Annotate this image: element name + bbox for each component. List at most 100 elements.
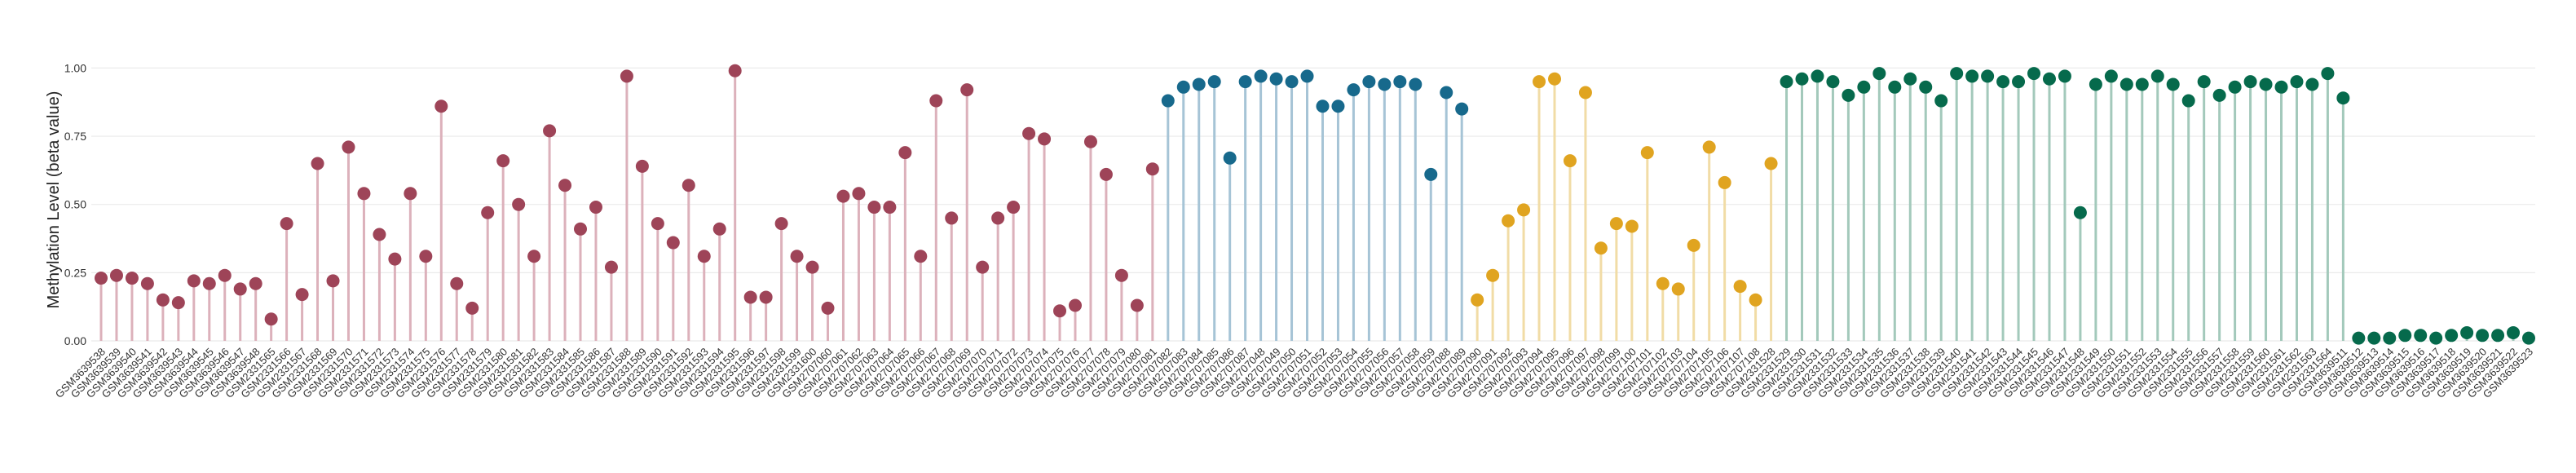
lollipop-point bbox=[280, 217, 293, 231]
lollipop-point bbox=[1795, 72, 1809, 86]
lollipop-point bbox=[574, 222, 588, 236]
lollipop-point bbox=[1687, 238, 1700, 252]
lollipop-point bbox=[2012, 75, 2026, 89]
lollipop-point bbox=[1083, 135, 1097, 148]
lollipop-point bbox=[1238, 75, 1252, 89]
lollipop-point bbox=[1609, 217, 1623, 231]
lollipop-point bbox=[1965, 69, 1979, 83]
lollipop-point bbox=[976, 260, 990, 274]
lollipop-point bbox=[2073, 206, 2087, 219]
lollipop-point bbox=[156, 293, 170, 307]
lollipop-point bbox=[2104, 69, 2118, 83]
y-tick-label: 0.75 bbox=[64, 130, 86, 143]
lollipop-point bbox=[1671, 282, 1685, 296]
y-tick-label: 0.50 bbox=[64, 198, 86, 211]
lollipop-point bbox=[681, 179, 695, 192]
lollipop-point bbox=[125, 272, 139, 285]
lollipop-point bbox=[1347, 83, 1361, 97]
y-axis-ticks: 0.00 0.25 0.50 0.75 1.00 bbox=[64, 61, 86, 347]
lollipop-point bbox=[774, 217, 788, 231]
lollipop-point bbox=[2305, 77, 2319, 91]
lollipop-point bbox=[1331, 99, 1345, 113]
lollipop-point bbox=[1594, 241, 1608, 255]
lollipop-point bbox=[2259, 77, 2273, 91]
lollipop-point bbox=[635, 159, 649, 173]
lollipop-point bbox=[712, 222, 726, 236]
lollipop-point bbox=[1842, 88, 1855, 102]
lollipop-point bbox=[2445, 329, 2459, 343]
lollipop-point bbox=[1826, 75, 1840, 89]
lollipop-point bbox=[1533, 75, 1546, 89]
lollipop-point bbox=[2058, 69, 2071, 83]
x-axis-ticks: GSM3639538GSM3639539GSM3639540GSM3639541… bbox=[53, 346, 2535, 400]
lollipop-point bbox=[1409, 77, 1423, 91]
lollipop-point bbox=[1517, 203, 1531, 217]
lollipop-point bbox=[187, 274, 201, 288]
lollipop-point bbox=[1130, 298, 1144, 312]
lollipop-point bbox=[743, 290, 757, 304]
lollipop-point bbox=[1440, 86, 1453, 99]
y-tick-label: 0.00 bbox=[64, 334, 86, 347]
lollipop-point bbox=[450, 276, 464, 290]
lollipop-point bbox=[1625, 219, 1639, 233]
lollipop-point bbox=[171, 296, 185, 310]
lollipop-point bbox=[2522, 331, 2535, 345]
lollipop-point bbox=[1007, 201, 1021, 214]
lollipop-point bbox=[202, 276, 216, 290]
lollipop-point bbox=[666, 236, 680, 250]
lollipop-point bbox=[1316, 99, 1330, 113]
lollipop-point bbox=[357, 187, 371, 201]
lollipop-point bbox=[2243, 75, 2257, 89]
lollipop-point bbox=[1578, 86, 1592, 99]
lollipop-point bbox=[2352, 331, 2366, 345]
lollipop-point bbox=[1548, 72, 1562, 86]
lollipop-point bbox=[2398, 329, 2412, 343]
lollipop-point bbox=[1269, 72, 1283, 86]
lollipop-point bbox=[728, 64, 742, 77]
lollipop-point bbox=[496, 154, 510, 168]
lollipop-point bbox=[373, 228, 386, 241]
lollipop-point bbox=[2491, 329, 2505, 343]
lollipop-point bbox=[852, 187, 866, 201]
lollipop-point bbox=[543, 124, 557, 138]
lollipop-point bbox=[929, 94, 943, 108]
lollipop-point bbox=[295, 288, 309, 302]
lollipop-point bbox=[898, 146, 912, 160]
lollipop-point bbox=[1640, 146, 1654, 160]
lollipop-point bbox=[1254, 69, 1268, 83]
lollipop-point bbox=[2383, 331, 2397, 345]
lollipop-point bbox=[249, 276, 262, 290]
lollipop-point bbox=[481, 206, 495, 219]
lollipop-point bbox=[1393, 75, 1407, 89]
lollipop-point bbox=[1888, 80, 1902, 94]
lollipop-point bbox=[2027, 67, 2041, 81]
lollipop-point bbox=[140, 276, 154, 290]
lollipop-point bbox=[2089, 77, 2102, 91]
y-axis-title: Methylation Level (beta value) bbox=[45, 91, 63, 309]
lollipop-point bbox=[1362, 75, 1376, 89]
lollipop-point bbox=[697, 250, 711, 263]
lollipop-point bbox=[1733, 280, 1747, 294]
lollipop-point bbox=[1378, 77, 1392, 91]
lollipop-point bbox=[991, 211, 1005, 225]
lollipop-point bbox=[1950, 67, 1964, 81]
lollipop-point bbox=[1981, 69, 1995, 83]
lollipop-point bbox=[2507, 325, 2521, 339]
y-tick-label: 1.00 bbox=[64, 61, 86, 74]
lollipop-point bbox=[1053, 304, 1067, 318]
lollipop-point bbox=[2166, 77, 2180, 91]
lollipop-point bbox=[2274, 80, 2288, 94]
lollipop-point bbox=[2181, 94, 2195, 108]
lollipop-point bbox=[805, 260, 819, 274]
lollipop-point bbox=[1068, 298, 1082, 312]
lollipop-point bbox=[620, 69, 633, 83]
lollipop-point bbox=[2460, 325, 2474, 339]
lollipop-point bbox=[1207, 75, 1221, 89]
lollipop-point bbox=[1471, 293, 1484, 307]
lollipop-point bbox=[790, 250, 804, 263]
lollipop-point bbox=[1285, 75, 1299, 89]
lollipop-point bbox=[512, 197, 526, 211]
lollipop-point bbox=[95, 272, 108, 285]
lollipop-point bbox=[1502, 214, 1515, 228]
